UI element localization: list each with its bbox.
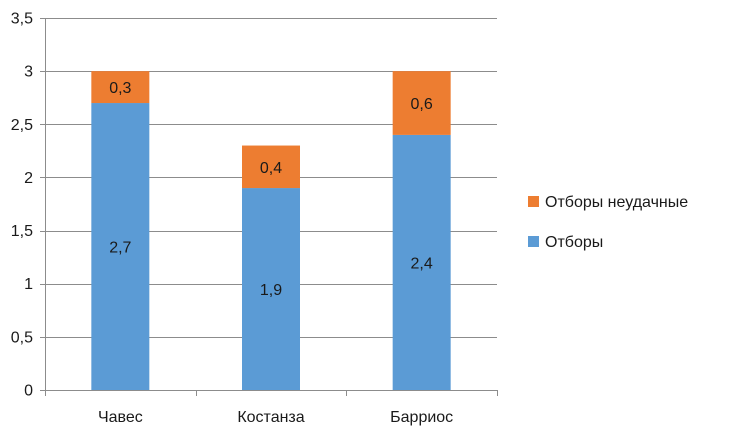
bar-segment (91, 103, 150, 391)
y-tick-label: 3,5 (11, 11, 33, 28)
x-tick-label: Чавес (98, 409, 143, 426)
x-tick-label: Костанза (237, 409, 304, 426)
bar-segment (242, 145, 300, 189)
data-labels: 2,7 0,3 1,9 0,4 2,4 0,6 (109, 80, 433, 299)
bar-segment (392, 71, 451, 135)
y-tick-label: 1,5 (11, 223, 33, 240)
bar-segment (91, 71, 150, 104)
data-label: 0,4 (260, 160, 282, 177)
data-label: 1,9 (260, 282, 282, 299)
axes: 0 0,5 1 1,5 2 2,5 3 3,5 Чавес Костанза Барриос (11, 11, 498, 426)
y-tick-label: 2 (24, 170, 33, 187)
data-label: 2,7 (109, 240, 131, 257)
data-label: 2,4 (411, 255, 433, 272)
legend: Отборы неудачные Отборы (528, 194, 688, 251)
x-tick-label: Барриос (390, 409, 453, 426)
bars (91, 71, 451, 391)
bar-segment (242, 188, 300, 390)
y-tick-label: 0 (24, 383, 33, 400)
data-label: 0,3 (109, 80, 131, 97)
legend-swatch (528, 236, 539, 247)
legend-label: Отборы неудачные (545, 194, 688, 211)
legend-label: Отборы (545, 234, 603, 251)
y-tick-label: 3 (24, 64, 33, 81)
y-tick-label: 1 (24, 276, 33, 293)
y-tick-label: 0,5 (11, 329, 33, 346)
bar-segment (392, 134, 451, 390)
legend-swatch (528, 196, 539, 207)
data-label: 0,6 (411, 96, 433, 113)
y-tick-label: 2,5 (11, 117, 33, 134)
